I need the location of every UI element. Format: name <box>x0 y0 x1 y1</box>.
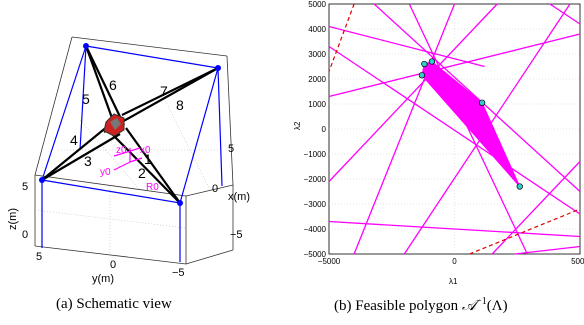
reference-frame <box>113 147 143 171</box>
y-tick-label: 5000 <box>308 0 326 9</box>
y-tick-5: 5 <box>36 251 42 263</box>
x-tick-labels: −5000 0 5000 <box>318 257 584 266</box>
y-tick-label: −5000 <box>304 250 327 259</box>
y-tick-label: −4000 <box>304 225 327 234</box>
vertex-point <box>516 183 523 190</box>
constraint-line <box>373 3 581 192</box>
platform <box>103 113 125 137</box>
y-tick-label: 0 <box>322 125 327 134</box>
constraint-line <box>328 3 498 182</box>
x-tick-neg5: −5 <box>230 229 243 241</box>
caption-a: (a) Schematic view <box>56 296 172 312</box>
vertex-point <box>421 60 428 68</box>
constraint-line <box>328 220 581 238</box>
cable-label-4: 4 <box>70 132 78 148</box>
frame-label-r0: R0 <box>146 182 159 193</box>
cable-label-5: 5 <box>82 91 90 107</box>
anchor-point <box>215 65 221 71</box>
vertex-point <box>418 72 426 79</box>
cable-label-8: 8 <box>176 97 184 113</box>
dashed-line <box>328 3 355 72</box>
axis-label-x: x(m) <box>228 191 250 203</box>
axis-label-z: z(m) <box>7 208 19 230</box>
schematic-view: 1 2 3 4 5 6 7 8 z0 x0 y0 R0 5 0 5 0 −5 5… <box>0 0 270 290</box>
plot-ylabel: λ2 <box>293 121 302 130</box>
axis-label-y: y(m) <box>92 273 114 285</box>
y-tick-neg5: −5 <box>172 267 185 279</box>
floor-grid <box>34 89 220 255</box>
z-tick-5: 5 <box>22 181 28 193</box>
anchor-point <box>83 43 89 49</box>
constraint-lines <box>328 3 581 255</box>
y-tick-label: 1000 <box>308 100 326 109</box>
constraint-line <box>491 161 581 255</box>
cable-label-7: 7 <box>160 83 168 99</box>
y-tick-label: 4000 <box>308 25 326 34</box>
vertex-points <box>418 58 523 190</box>
vertex-point <box>478 99 486 106</box>
y-tick-label: −3000 <box>304 200 327 209</box>
z-tick-0: 0 <box>22 229 28 241</box>
caption-b-math-arg: (Λ) <box>486 298 508 314</box>
y-tick-0: 0 <box>110 259 116 271</box>
constraint-line <box>353 3 456 255</box>
caption-b-math-base: 𝒜 <box>461 298 477 314</box>
schematic-svg: 1 2 3 4 5 6 7 8 z0 x0 y0 R0 5 0 5 0 −5 5… <box>7 36 250 285</box>
constraint-line <box>514 245 581 255</box>
y-tick-label: 3000 <box>308 50 326 59</box>
x-tick-label: −5000 <box>318 257 341 266</box>
frame-label-x0: x0 <box>140 145 151 156</box>
feasible-polygon-plot: 5000 4000 3000 2000 1000 0 −1000 −2000 −3000 −400… <box>290 0 584 290</box>
constraint-line <box>328 45 581 215</box>
x-tick-5: 5 <box>228 143 234 155</box>
cable-label-1: 1 <box>144 151 152 167</box>
constraint-line <box>328 25 485 68</box>
y-tick-label: 2000 <box>308 75 326 84</box>
constraint-line <box>408 3 528 255</box>
cable-label-2: 2 <box>138 165 146 181</box>
x-tick-label: 5000 <box>571 257 584 266</box>
anchor-point <box>39 177 45 183</box>
plot-svg: 5000 4000 3000 2000 1000 0 −1000 −2000 −3000 −400… <box>293 0 584 286</box>
cable-label-3: 3 <box>84 153 92 169</box>
caption-b: (b) Feasible polygon 𝒜−1(Λ) <box>334 296 508 315</box>
vertex-point <box>428 58 436 65</box>
y-tick-label: −2000 <box>304 175 327 184</box>
caption-b-math-sup: −1 <box>476 296 487 307</box>
anchor-points <box>39 43 221 206</box>
x-tick-0: 0 <box>212 183 218 195</box>
frame-label-y0: y0 <box>100 167 111 178</box>
anchor-point <box>177 200 183 206</box>
constraint-line <box>328 33 581 98</box>
dashed-line <box>469 208 581 255</box>
y-tick-labels: 5000 4000 3000 2000 1000 0 −1000 −2000 −3000 −400… <box>304 0 327 259</box>
y-tick-label: −1000 <box>304 150 327 159</box>
x-tick-label: 0 <box>452 257 457 266</box>
plot-xlabel: λ1 <box>449 277 458 286</box>
dashed-lines <box>328 3 581 255</box>
cable-label-6: 6 <box>109 77 117 93</box>
caption-b-math: 𝒜−1(Λ) <box>461 296 508 314</box>
caption-b-text: (b) Feasible polygon <box>334 298 462 314</box>
frame-label-z0: z0 <box>116 145 127 156</box>
constraint-line <box>549 3 581 25</box>
box-outline <box>34 36 234 265</box>
